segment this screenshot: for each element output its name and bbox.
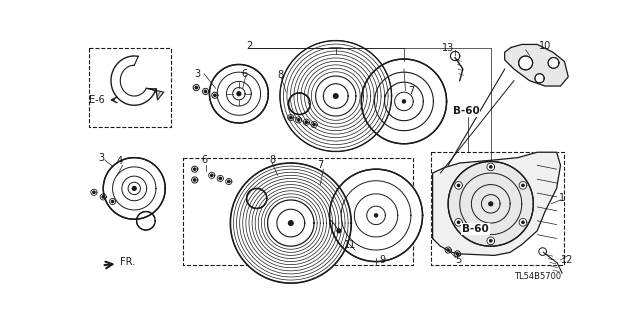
Polygon shape [191,166,198,172]
Text: 9: 9 [379,255,385,265]
Polygon shape [458,221,460,224]
Polygon shape [212,92,218,98]
Polygon shape [303,119,309,125]
Polygon shape [519,219,527,226]
Text: 1: 1 [559,193,565,204]
Text: 3: 3 [195,70,201,79]
Text: 6: 6 [241,70,248,79]
Polygon shape [219,177,221,180]
Polygon shape [193,168,196,170]
Polygon shape [519,182,527,189]
Polygon shape [288,115,294,121]
Text: 10: 10 [539,41,551,51]
Polygon shape [403,100,406,103]
Text: 8: 8 [277,70,283,80]
Polygon shape [448,161,533,246]
Text: 8: 8 [269,155,275,165]
Text: 3: 3 [99,152,105,163]
Polygon shape [246,189,267,208]
Polygon shape [451,51,460,61]
Text: FR.: FR. [104,257,136,268]
Text: 12: 12 [561,255,573,265]
Polygon shape [548,57,559,68]
Text: 13: 13 [442,43,454,53]
Polygon shape [289,221,293,226]
Polygon shape [445,247,451,253]
Polygon shape [228,180,230,183]
Polygon shape [100,194,106,200]
Polygon shape [102,196,104,198]
Polygon shape [204,90,207,93]
Text: 7: 7 [317,160,323,170]
Text: B-60: B-60 [462,224,488,234]
Polygon shape [330,169,422,262]
Polygon shape [237,92,241,96]
Polygon shape [374,214,378,217]
Polygon shape [305,121,307,123]
Polygon shape [193,179,196,181]
Polygon shape [539,248,547,256]
Polygon shape [202,88,209,94]
Polygon shape [111,200,114,203]
Polygon shape [209,172,215,178]
Polygon shape [103,158,165,219]
Polygon shape [311,122,317,128]
Text: 5: 5 [455,255,461,265]
Polygon shape [333,94,338,98]
Polygon shape [447,249,449,251]
Polygon shape [458,184,460,187]
Polygon shape [226,178,232,185]
Polygon shape [193,85,199,91]
Polygon shape [522,184,524,187]
Polygon shape [290,116,292,119]
Polygon shape [289,93,310,115]
Polygon shape [209,64,268,123]
Polygon shape [280,41,392,152]
Polygon shape [522,221,524,224]
Text: 2: 2 [246,41,252,51]
Polygon shape [490,166,492,168]
Polygon shape [505,44,568,86]
Polygon shape [454,219,463,226]
Polygon shape [313,123,316,126]
Text: 11: 11 [344,240,356,250]
Polygon shape [456,253,459,255]
Polygon shape [454,182,463,189]
Polygon shape [214,94,216,96]
Polygon shape [136,211,155,230]
Polygon shape [230,163,351,283]
Polygon shape [217,175,223,182]
Text: 7: 7 [408,85,415,96]
Polygon shape [337,229,340,233]
Polygon shape [132,187,136,190]
Polygon shape [535,74,544,83]
Text: 4: 4 [116,157,123,167]
Polygon shape [433,152,561,256]
Text: TL54B5700: TL54B5700 [514,272,561,281]
Text: 6: 6 [201,155,207,165]
Polygon shape [93,191,95,193]
Polygon shape [195,86,197,89]
Polygon shape [362,59,447,144]
Polygon shape [518,56,532,70]
Polygon shape [147,88,164,100]
Polygon shape [191,177,198,183]
Polygon shape [91,189,97,195]
Polygon shape [490,240,492,242]
Polygon shape [454,251,461,257]
Text: B-60: B-60 [452,107,479,116]
Text: E-6: E-6 [89,95,105,105]
Polygon shape [296,117,301,123]
Polygon shape [298,119,300,121]
Polygon shape [489,202,493,206]
Polygon shape [487,163,495,171]
Polygon shape [211,174,213,176]
Polygon shape [109,198,116,204]
Polygon shape [487,237,495,245]
